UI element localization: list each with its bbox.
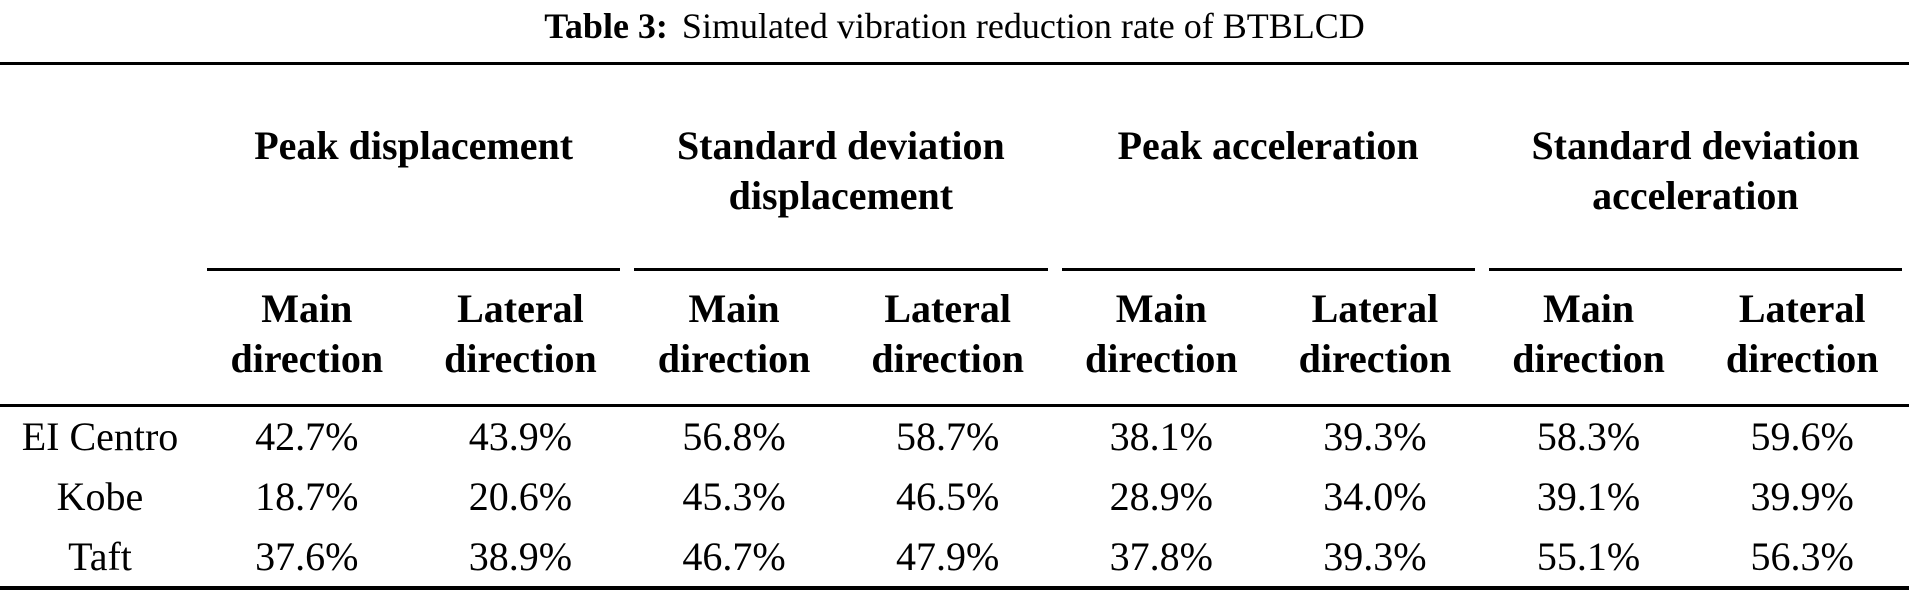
subheader-main-direction: Main direction [1054, 271, 1269, 407]
group-header-std-acceleration: Standard deviation acceleration [1482, 64, 1909, 271]
value-cell: 37.6% [200, 527, 414, 590]
value-cell: 37.8% [1054, 527, 1269, 590]
caption-label: Table 3: [544, 6, 668, 46]
value-cell: 39.9% [1750, 474, 1854, 519]
value-cell: 58.3% [1536, 413, 1641, 459]
group-header-std-displacement: Standard deviation displacement [627, 64, 1054, 271]
value-cell: 58.7% [896, 413, 1000, 459]
sub-header-row: Main direction Lateral direction Main di… [0, 271, 1909, 407]
subheader-lateral-direction: Lateral direction [1268, 271, 1482, 407]
group-header-peak-displacement: Peak displacement [200, 64, 627, 271]
value-cell: 38.1% [1109, 413, 1213, 459]
value-cell: 46.7% [627, 527, 841, 590]
corner-cell [0, 271, 200, 407]
group-header-label: Peak displacement [254, 123, 574, 168]
group-underline [207, 268, 621, 271]
value-cell: 39.3% [1268, 527, 1482, 590]
value-cell: 18.7% [255, 474, 359, 519]
subheader-lateral-direction: Lateral direction [840, 271, 1055, 407]
value-cell: 45.3% [682, 474, 786, 519]
table-row-taft: Taft 37.6% 38.9% 46.7% 47.9% 37.8% 39.3%… [0, 527, 1909, 590]
group-underline [1061, 268, 1475, 271]
value-cell: 46.5% [896, 474, 1000, 519]
subheader-main-direction: Main direction [1481, 271, 1696, 407]
value-cell: 28.9% [1109, 474, 1213, 519]
value-cell: 38.9% [413, 527, 628, 590]
group-header-peak-acceleration: Peak acceleration [1055, 64, 1482, 271]
value-cell: 59.6% [1750, 413, 1854, 459]
subheader-lateral-direction: Lateral direction [1695, 271, 1909, 407]
table-row-kobe: Kobe 18.7% 20.6% 45.3% 46.5% 28.9% 34.0%… [0, 466, 1909, 527]
row-label-taft: Taft [0, 527, 200, 590]
group-header-label: Peak acceleration [1117, 123, 1419, 168]
group-underline [1488, 268, 1902, 271]
value-cell: 47.9% [840, 527, 1055, 590]
group-header-label: Standard deviation acceleration [1531, 123, 1860, 218]
row-label-kobe: Kobe [56, 474, 144, 519]
value-cell: 56.3% [1695, 527, 1909, 590]
table-row-ei-centro: EI Centro 42.7% 43.9% 56.8% 58.7% 38.1% … [0, 405, 1909, 466]
value-cell: 34.0% [1323, 474, 1427, 519]
value-cell: 42.7% [255, 413, 359, 459]
corner-cell [0, 64, 200, 272]
row-label-ei-centro: EI Centro [21, 413, 179, 459]
value-cell: 55.1% [1481, 527, 1696, 590]
value-cell: 43.9% [468, 413, 573, 459]
vibration-reduction-table: Peak displacement Standard deviation dis… [0, 62, 1909, 590]
value-cell: 39.3% [1323, 413, 1427, 459]
group-header-row: Peak displacement Standard deviation dis… [0, 64, 1909, 272]
value-cell: 56.8% [682, 413, 786, 459]
subheader-main-direction: Main direction [200, 271, 414, 407]
table-caption: Table 3: Simulated vibration reduction r… [0, 0, 1909, 62]
group-underline [634, 268, 1048, 271]
value-cell: 20.6% [468, 474, 573, 519]
subheader-main-direction: Main direction [627, 271, 841, 407]
group-header-label: Standard deviation displacement [676, 123, 1005, 218]
caption-text: Simulated vibration reduction rate of BT… [681, 6, 1365, 46]
value-cell: 39.1% [1536, 474, 1641, 519]
subheader-lateral-direction: Lateral direction [413, 271, 628, 407]
